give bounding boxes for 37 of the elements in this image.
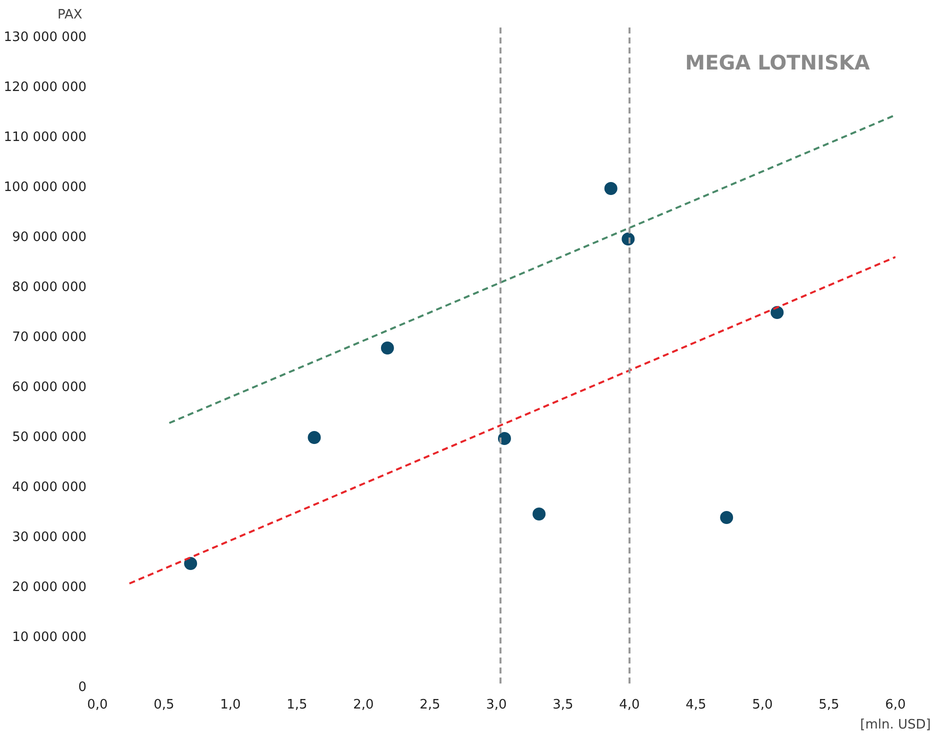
y-tick-label: 100 000 000 — [4, 180, 87, 195]
x-tick-label: 5,0 — [752, 698, 773, 712]
y-tick-label: 110 000 000 — [4, 130, 87, 145]
y-tick-label: 10 000 000 — [12, 630, 87, 645]
y-tick-label: 70 000 000 — [12, 330, 87, 345]
y-tick-label: 60 000 000 — [12, 380, 87, 395]
x-tick-label: 1,0 — [220, 698, 241, 712]
y-tick-label: 50 000 000 — [12, 430, 87, 445]
y-tick-label: 20 000 000 — [12, 580, 87, 595]
point — [308, 431, 321, 444]
x-axis-title: [mln. USD] — [860, 718, 931, 732]
x-tick-label: 5,5 — [818, 698, 840, 712]
annotation: MEGA LOTNISKA — [685, 50, 870, 74]
y-tick-label: 120 000 000 — [4, 80, 87, 95]
x-tick-label: 3,0 — [486, 698, 507, 712]
y-axis-title: PAX — [58, 8, 82, 22]
point — [604, 182, 618, 195]
x-tick-label: 4,5 — [686, 698, 706, 712]
point — [532, 508, 546, 520]
x-tick-label: 0,5 — [154, 698, 174, 712]
y-tick-label: 30 000 000 — [12, 530, 87, 545]
y-tick-label: 130 000 000 — [4, 30, 87, 45]
point — [184, 557, 198, 570]
x-tick-label: 2,5 — [420, 698, 440, 712]
y-tick-label: 80 000 000 — [12, 280, 87, 295]
point — [498, 432, 511, 445]
x-tick-label: 6,0 — [885, 698, 906, 712]
x-tick-label: 0,0 — [87, 698, 108, 712]
y-tick-label: 40 000 000 — [12, 480, 87, 495]
x-tick-label: 4,0 — [619, 698, 640, 712]
x-tick-label: 3,5 — [552, 698, 574, 712]
y-tick-label: 90 000 000 — [12, 230, 87, 245]
y-tick-label: 0 — [78, 680, 87, 695]
x-tick-label: 2,0 — [353, 698, 374, 712]
point — [380, 342, 394, 354]
x-tick-label: 1,5 — [286, 698, 308, 712]
point — [720, 511, 734, 524]
